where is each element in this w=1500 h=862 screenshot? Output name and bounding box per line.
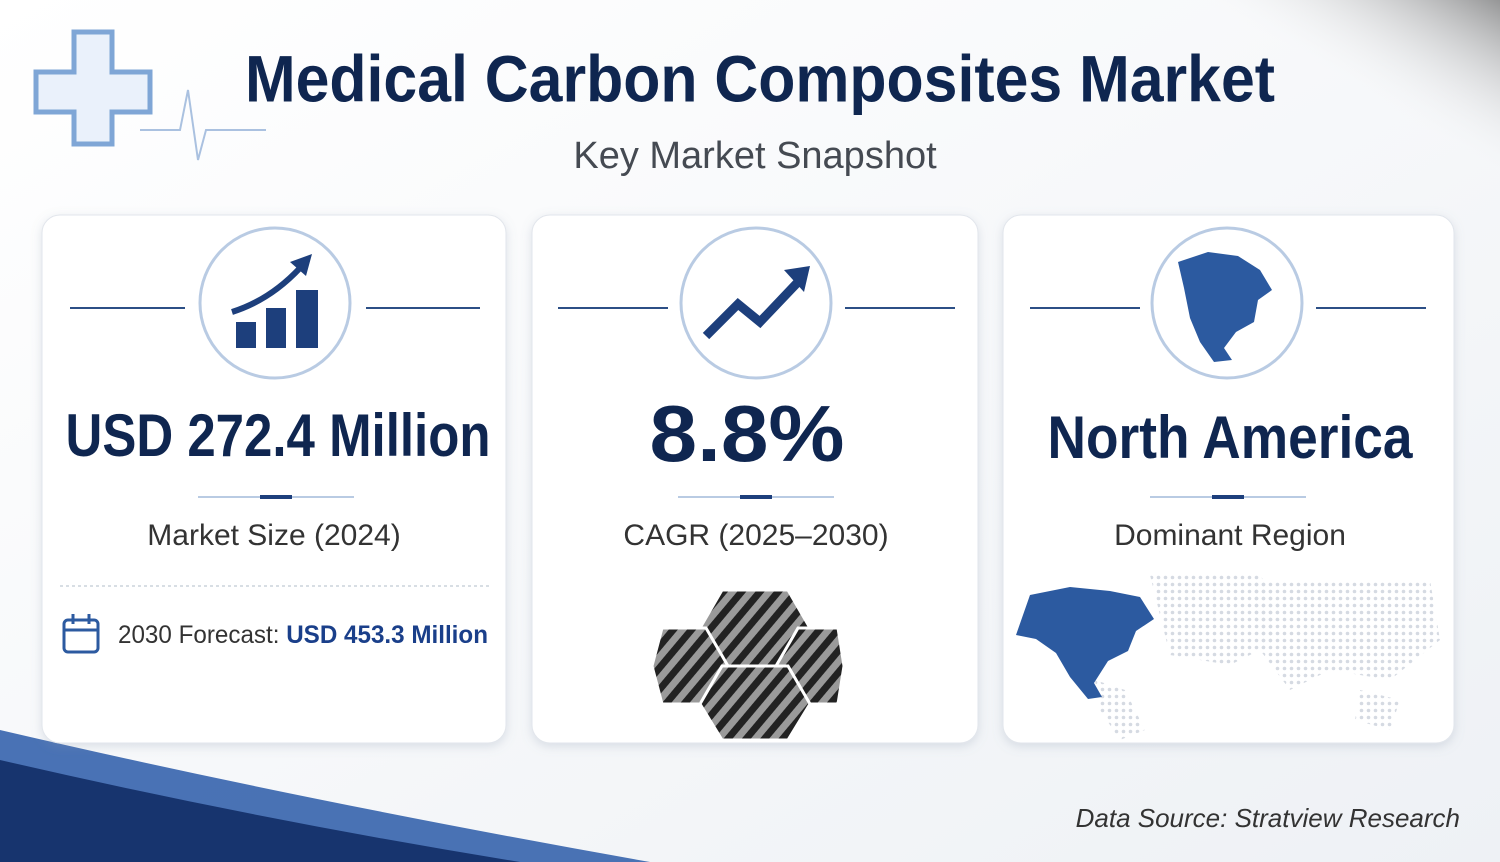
medical-cross (33, 29, 153, 147)
card: North America Dominant Region (1002, 214, 1455, 744)
metric-value: North America (1048, 404, 1414, 471)
forecast-label: 2030 Forecast: (118, 621, 279, 649)
forecast-value: USD 453.3 Million (286, 621, 488, 649)
north-america (1016, 587, 1154, 699)
carbon-hexagons (650, 588, 846, 742)
carbon-corner (1200, 0, 1500, 220)
metric-label: Dominant Region (1114, 519, 1346, 552)
metric-value: USD 272.4 Million (66, 402, 491, 469)
forecast: 2030 Forecast: USD 453.3 Million (118, 621, 488, 649)
wave (0, 760, 520, 862)
metric-value: 8.8% (650, 389, 845, 478)
title: Medical Carbon Composites Market (245, 41, 1275, 115)
card: 8.8% CAGR (2025–2030) (531, 214, 979, 744)
pulse-line (140, 89, 266, 161)
world-map (1095, 575, 1440, 740)
card: USD 272.4 Million Market Size (2024) 203… (41, 214, 507, 744)
source: Data Source: Stratview Research (1076, 803, 1460, 833)
metric-label: CAGR (2025–2030) (623, 519, 888, 552)
metric-label: Market Size (2024) (147, 519, 400, 552)
subtitle: Key Market Snapshot (573, 135, 937, 177)
